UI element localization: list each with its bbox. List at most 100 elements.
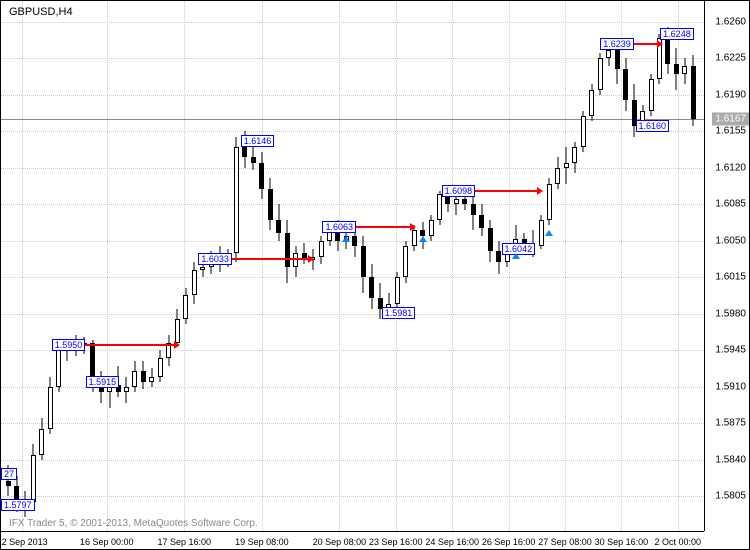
candlestick	[403, 1, 408, 531]
candlestick	[217, 1, 222, 531]
x-tick-label: 17 Sep 16:00	[158, 537, 212, 547]
x-tick-label: 24 Sep 16:00	[425, 537, 479, 547]
candlestick	[124, 1, 129, 531]
candlestick	[293, 1, 298, 531]
candlestick	[327, 1, 332, 531]
candlestick	[116, 1, 121, 531]
x-tick-label: 2 Oct 00:00	[655, 537, 702, 547]
candlestick	[319, 1, 324, 531]
candlestick	[539, 1, 544, 531]
price-label: 27	[1, 468, 17, 480]
candlestick	[285, 1, 290, 531]
candlestick	[251, 1, 256, 531]
candlestick	[344, 1, 349, 531]
candlestick	[598, 1, 603, 531]
y-tick-label: 1.6120	[715, 162, 746, 173]
candlestick	[48, 1, 53, 531]
candlestick	[302, 1, 307, 531]
candlestick	[657, 1, 662, 531]
x-tick-label: 30 Sep 16:00	[595, 537, 649, 547]
x-tick-label: 19 Sep 08:00	[235, 537, 289, 547]
candlestick	[547, 1, 552, 531]
chart-title: GBPUSD,H4	[9, 6, 73, 18]
candlestick	[14, 1, 19, 531]
signal-arrow	[470, 190, 537, 192]
candlestick	[361, 1, 366, 531]
candlestick	[420, 1, 425, 531]
x-tick-label: 16 Sep 00:00	[80, 537, 134, 547]
candlestick	[496, 1, 501, 531]
candlestick	[479, 1, 484, 531]
candlestick	[640, 1, 645, 531]
candlestick	[352, 1, 357, 531]
x-tick-label: 20 Sep 08:00	[313, 537, 367, 547]
candlestick	[555, 1, 560, 531]
y-tick-label: 1.6085	[715, 199, 746, 210]
candlestick	[429, 1, 434, 531]
candlestick	[335, 1, 340, 531]
y-tick-label: 1.6015	[715, 272, 746, 283]
candlestick	[259, 1, 264, 531]
candlestick	[665, 1, 670, 531]
price-label: 1.5950	[52, 339, 86, 351]
y-tick-label: 1.6050	[715, 235, 746, 246]
candlestick	[623, 1, 628, 531]
candlestick	[107, 1, 112, 531]
price-label: 1.6063	[322, 221, 356, 233]
candlestick	[268, 1, 273, 531]
price-label: 1.5981	[382, 307, 416, 319]
price-label: 1.6239	[600, 38, 634, 50]
candlestick	[589, 1, 594, 531]
candlestick	[200, 1, 205, 531]
marker-up-icon	[512, 253, 520, 259]
candlestick	[471, 1, 476, 531]
candlestick	[166, 1, 171, 531]
y-tick-label: 1.6225	[715, 53, 746, 64]
y-tick-label: 1.5875	[715, 418, 746, 429]
candlestick	[183, 1, 188, 531]
candlestick	[437, 1, 442, 531]
candlestick	[6, 1, 11, 531]
y-tick-label: 1.5840	[715, 454, 746, 465]
candlestick	[615, 1, 620, 531]
candlestick	[530, 1, 535, 531]
candlestick	[73, 1, 78, 531]
x-tick-label: 12 Sep 2013	[0, 537, 48, 547]
price-label: 1.6160	[636, 120, 670, 132]
candlestick	[682, 1, 687, 531]
candlestick	[56, 1, 61, 531]
candlestick	[226, 1, 231, 531]
candlestick	[606, 1, 611, 531]
candlestick	[513, 1, 518, 531]
x-tick-label: 26 Sep 16:00	[482, 537, 536, 547]
y-tick-label: 1.5945	[715, 345, 746, 356]
candlestick	[65, 1, 70, 531]
candlestick	[22, 1, 27, 531]
candlestick	[412, 1, 417, 531]
candlestick	[158, 1, 163, 531]
candlestick	[488, 1, 493, 531]
candlestick	[132, 1, 137, 531]
candlestick	[209, 1, 214, 531]
y-tick-label: 1.5805	[715, 491, 746, 502]
candlestick	[386, 1, 391, 531]
marker-up-icon	[545, 230, 553, 236]
price-label: 1.6146	[241, 135, 275, 147]
candlestick	[378, 1, 383, 531]
signal-arrow	[82, 344, 174, 346]
y-tick-label: 1.5910	[715, 381, 746, 392]
candlestick	[564, 1, 569, 531]
candlestick	[445, 1, 450, 531]
y-axis: 1.5805 1.5840 1.5875 1.5910 1.5945 1.5980 1.60…	[704, 1, 749, 531]
candlestick	[99, 1, 104, 531]
signal-arrow	[227, 258, 308, 260]
candlestick	[572, 1, 577, 531]
candlestick	[649, 1, 654, 531]
candlestick	[632, 1, 637, 531]
price-label: 1.5915	[86, 376, 120, 388]
candlestick	[90, 1, 95, 531]
price-label: 1.6098	[442, 185, 476, 197]
candlestick	[310, 1, 315, 531]
y-tick-label: 1.5980	[715, 308, 746, 319]
candlestick	[522, 1, 527, 531]
